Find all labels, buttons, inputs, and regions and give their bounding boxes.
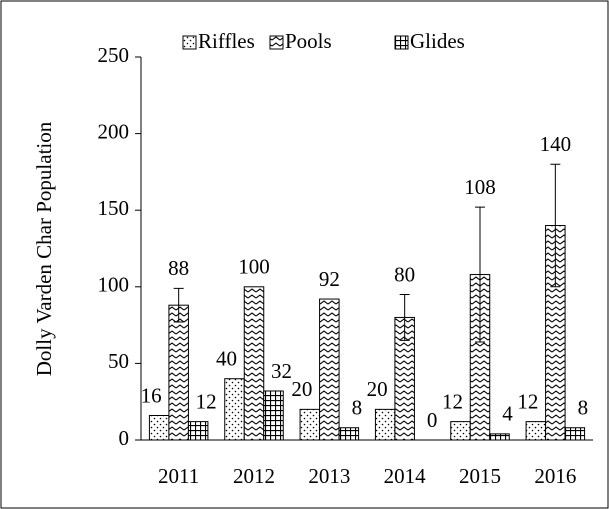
data-label: 0 — [427, 408, 438, 432]
x-tick-label: 2015 — [459, 464, 501, 488]
bar — [489, 433, 510, 441]
bar — [319, 298, 340, 441]
error-bar — [550, 163, 561, 288]
bar — [374, 408, 396, 441]
y-tick-label: 0 — [119, 426, 130, 450]
data-label: 20 — [367, 377, 388, 401]
data-label: 12 — [442, 389, 463, 413]
legend-swatch — [182, 35, 197, 50]
bar — [338, 427, 360, 441]
data-label: 92 — [319, 267, 340, 291]
x-tick-label: 2013 — [308, 464, 350, 488]
legend-swatch — [269, 35, 284, 50]
x-tick-label: 2014 — [384, 464, 427, 488]
data-label: 108 — [464, 175, 496, 199]
bar — [168, 304, 189, 441]
x-tick-label: 2012 — [233, 464, 275, 488]
data-label: 8 — [578, 396, 589, 420]
bar — [148, 414, 170, 441]
y-tick-label: 200 — [98, 119, 130, 143]
data-label: 20 — [291, 377, 312, 401]
y-axis-label: Dolly Varden Char Population — [32, 121, 56, 376]
bar — [224, 378, 245, 441]
data-label: 40 — [216, 347, 237, 371]
bar — [525, 421, 547, 441]
data-label: 12 — [196, 389, 217, 413]
legend-label: Riffles — [198, 29, 255, 53]
legend-label: Pools — [285, 29, 332, 53]
data-label: 140 — [540, 132, 572, 156]
bar — [564, 427, 586, 441]
data-label: 4 — [502, 402, 513, 426]
data-label: 100 — [238, 255, 270, 279]
error-bar — [475, 206, 485, 343]
data-label: 32 — [271, 359, 292, 383]
x-tick-label: 2016 — [534, 464, 576, 488]
bar — [450, 421, 471, 441]
y-tick-label: 150 — [98, 196, 130, 220]
legend-label: Glides — [410, 29, 465, 53]
bar — [263, 390, 284, 441]
error-bar — [173, 287, 184, 323]
data-label: 16 — [141, 383, 162, 407]
error-bar — [399, 293, 410, 341]
data-label: 80 — [394, 262, 415, 286]
bar — [243, 286, 265, 441]
bar — [187, 421, 209, 441]
y-tick-label: 100 — [98, 273, 130, 297]
x-tick-label: 2011 — [158, 464, 199, 488]
y-tick-label: 50 — [108, 349, 129, 373]
legend-swatch — [394, 35, 409, 50]
data-label: 12 — [517, 389, 538, 413]
data-label: 88 — [168, 256, 189, 280]
y-tick-label: 250 — [98, 43, 130, 67]
bar — [299, 408, 321, 441]
data-label: 8 — [352, 396, 363, 420]
